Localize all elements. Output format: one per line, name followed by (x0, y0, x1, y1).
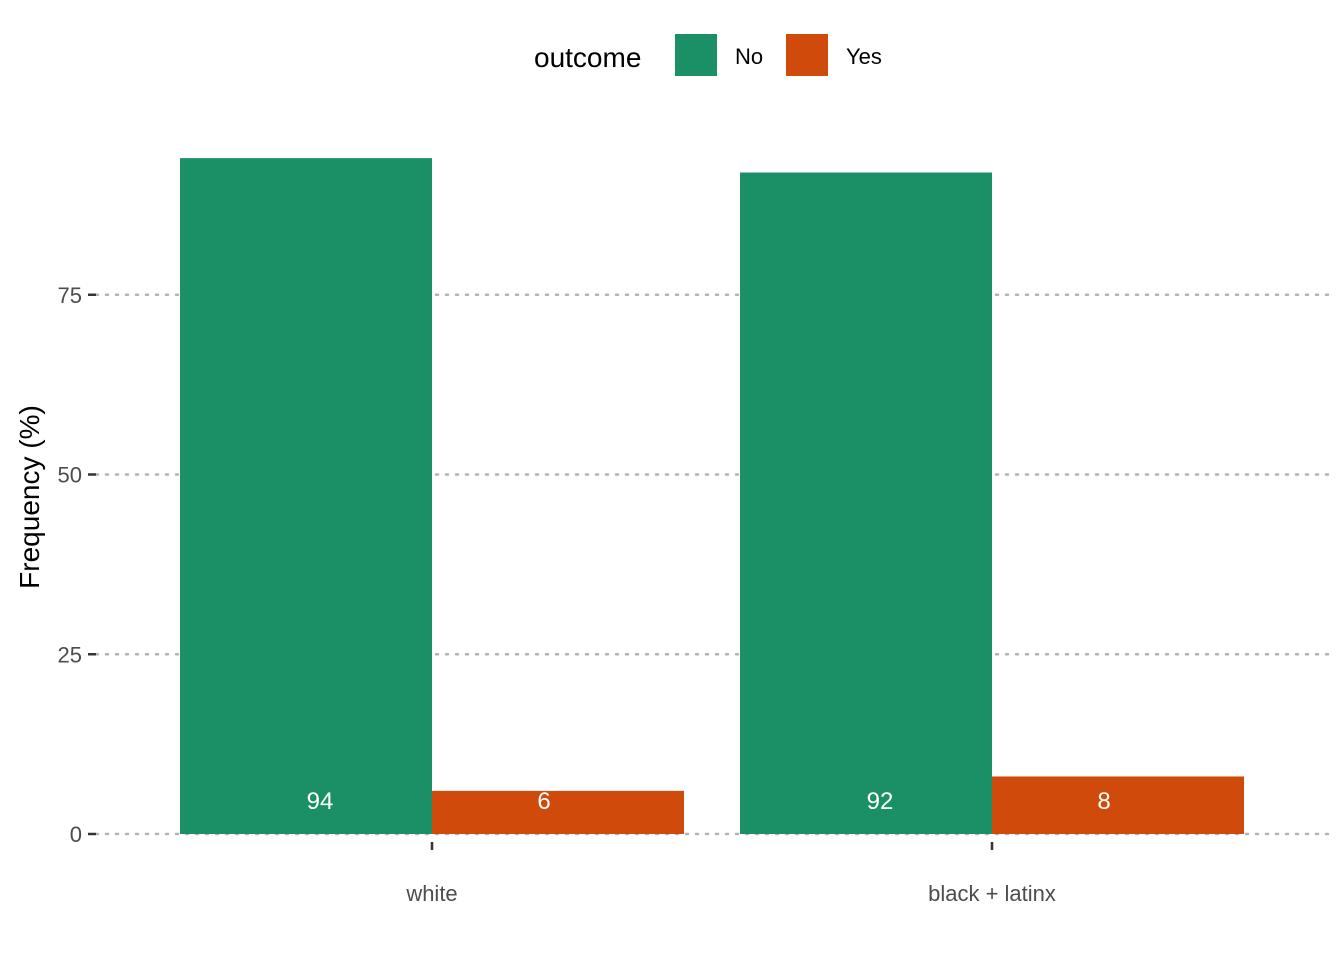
data-label: 92 (867, 788, 894, 815)
data-label: 6 (537, 788, 550, 815)
bar-no (180, 158, 432, 834)
x-tick-label: black + latinx (928, 881, 1056, 906)
data-label: 94 (307, 788, 334, 815)
x-tick-label: white (405, 881, 457, 906)
bar-yes (992, 776, 1244, 834)
y-axis-title: Frequency (%) (14, 405, 45, 589)
legend-key-yes (786, 34, 828, 76)
data-label: 8 (1097, 788, 1110, 815)
y-axis: 0 25 50 75 (58, 283, 96, 847)
bar-yes (432, 790, 684, 834)
legend: outcome No Yes (534, 34, 882, 76)
legend-title: outcome (534, 42, 641, 73)
bar-no (740, 172, 992, 834)
y-tick-label: 25 (58, 642, 82, 667)
y-tick-label: 75 (58, 283, 82, 308)
legend-label: Yes (846, 44, 882, 69)
bars: 94 6 92 8 (180, 158, 1244, 834)
x-axis: white black + latinx (405, 842, 1056, 906)
y-tick-label: 50 (58, 463, 82, 488)
y-tick-label: 0 (70, 822, 82, 847)
legend-label: No (735, 44, 763, 69)
legend-key-no (675, 34, 717, 76)
